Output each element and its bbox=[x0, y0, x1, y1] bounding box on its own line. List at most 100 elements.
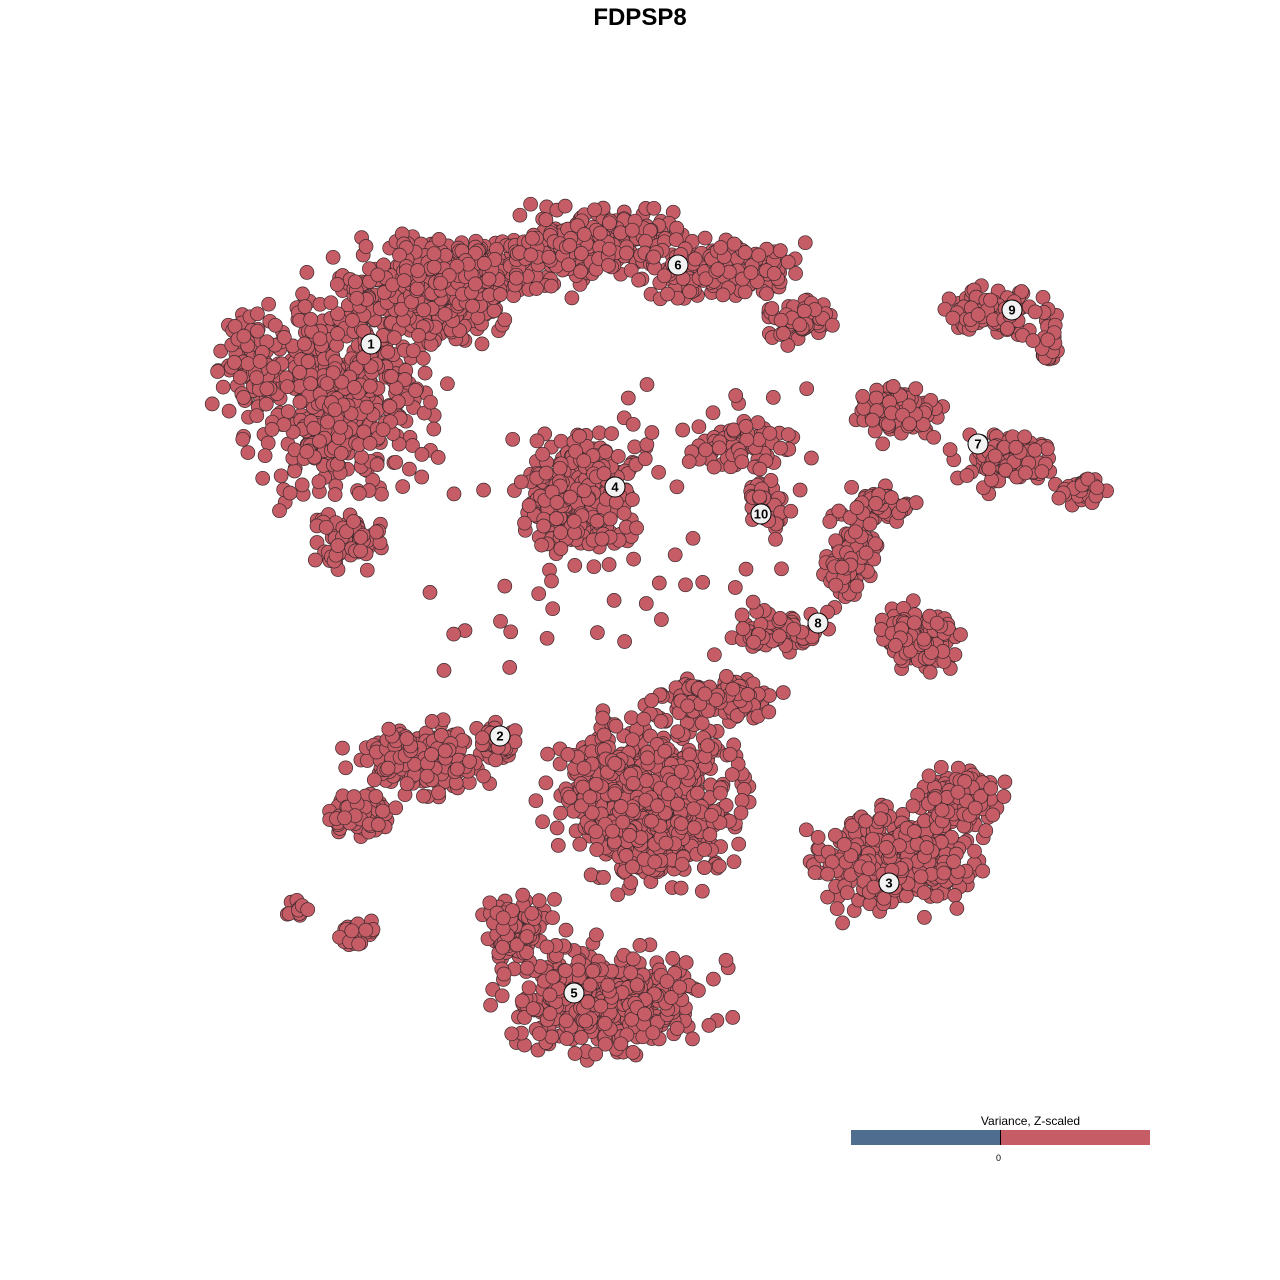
data-point bbox=[306, 421, 322, 436]
data-point bbox=[734, 454, 750, 470]
data-point bbox=[589, 513, 605, 529]
data-point bbox=[752, 489, 767, 505]
data-point bbox=[449, 761, 465, 777]
data-point bbox=[414, 469, 430, 485]
data-point bbox=[411, 328, 426, 343]
data-point bbox=[608, 718, 624, 734]
data-point bbox=[623, 262, 639, 278]
data-point bbox=[354, 449, 369, 465]
data-point bbox=[796, 303, 812, 319]
data-point bbox=[292, 364, 307, 380]
data-point bbox=[946, 854, 961, 869]
data-point bbox=[902, 416, 917, 432]
data-point bbox=[596, 870, 611, 885]
data-point bbox=[258, 396, 274, 412]
data-point bbox=[868, 390, 884, 406]
data-point bbox=[844, 479, 859, 495]
data-point bbox=[653, 714, 669, 729]
data-point bbox=[431, 232, 447, 247]
data-point bbox=[702, 827, 718, 843]
data-point bbox=[907, 824, 922, 839]
data-point bbox=[761, 704, 777, 720]
data-point bbox=[592, 225, 608, 241]
data-point bbox=[524, 230, 540, 246]
data-point bbox=[776, 326, 791, 341]
data-point bbox=[697, 686, 713, 702]
data-point bbox=[913, 869, 929, 885]
data-point bbox=[936, 865, 952, 881]
data-point bbox=[873, 811, 888, 827]
data-point bbox=[942, 442, 958, 457]
data-point bbox=[733, 805, 749, 821]
data-point bbox=[250, 306, 265, 322]
data-point bbox=[668, 232, 684, 248]
data-point bbox=[598, 444, 613, 460]
data-point bbox=[497, 312, 513, 328]
data-point bbox=[287, 463, 302, 479]
data-point bbox=[967, 800, 983, 816]
data-point bbox=[738, 419, 754, 434]
data-point bbox=[629, 520, 644, 536]
data-point bbox=[849, 500, 865, 515]
data-point bbox=[725, 1010, 741, 1025]
data-point bbox=[588, 776, 604, 792]
data-point bbox=[625, 859, 640, 875]
data-point bbox=[861, 861, 877, 877]
data-point bbox=[764, 301, 780, 316]
data-point bbox=[561, 257, 576, 273]
data-point bbox=[865, 831, 880, 847]
data-point bbox=[215, 379, 231, 395]
data-point bbox=[715, 287, 731, 303]
data-point bbox=[264, 422, 280, 437]
data-point bbox=[737, 284, 753, 300]
data-point bbox=[726, 854, 742, 870]
data-point bbox=[624, 222, 640, 238]
data-point bbox=[647, 854, 663, 870]
data-point bbox=[788, 266, 803, 281]
data-point bbox=[625, 775, 641, 791]
data-point bbox=[549, 511, 564, 526]
data-point bbox=[1040, 332, 1056, 348]
data-point bbox=[476, 256, 492, 271]
data-point bbox=[557, 198, 573, 214]
data-point bbox=[409, 281, 425, 297]
data-point bbox=[368, 524, 384, 540]
data-point bbox=[240, 445, 256, 460]
data-point bbox=[700, 738, 715, 754]
data-point bbox=[483, 997, 498, 1013]
data-point bbox=[797, 235, 813, 251]
data-point bbox=[523, 247, 539, 263]
data-point bbox=[927, 791, 943, 806]
data-point bbox=[417, 365, 433, 381]
data-point bbox=[908, 495, 924, 510]
data-point bbox=[535, 446, 550, 462]
data-point bbox=[919, 840, 935, 855]
data-point bbox=[566, 513, 582, 529]
data-point bbox=[773, 312, 789, 328]
data-point bbox=[236, 328, 252, 344]
data-point bbox=[586, 559, 602, 575]
data-point bbox=[719, 669, 734, 684]
data-point bbox=[576, 227, 592, 242]
data-point bbox=[299, 444, 315, 460]
data-point bbox=[644, 693, 660, 708]
data-point bbox=[694, 715, 710, 731]
data-point bbox=[929, 888, 945, 904]
data-point bbox=[734, 793, 750, 808]
data-point bbox=[602, 215, 617, 231]
data-point bbox=[665, 951, 681, 966]
data-point bbox=[329, 277, 345, 292]
data-point bbox=[868, 496, 884, 511]
data-point bbox=[780, 427, 796, 442]
data-point bbox=[353, 529, 369, 545]
data-point bbox=[535, 814, 550, 830]
data-point bbox=[884, 490, 899, 505]
data-point bbox=[380, 344, 396, 360]
data-point bbox=[383, 369, 399, 384]
data-point bbox=[299, 265, 315, 280]
data-point bbox=[582, 789, 598, 805]
data-point bbox=[917, 910, 932, 925]
data-point bbox=[374, 486, 389, 502]
data-point bbox=[521, 498, 537, 513]
data-point bbox=[875, 436, 891, 452]
